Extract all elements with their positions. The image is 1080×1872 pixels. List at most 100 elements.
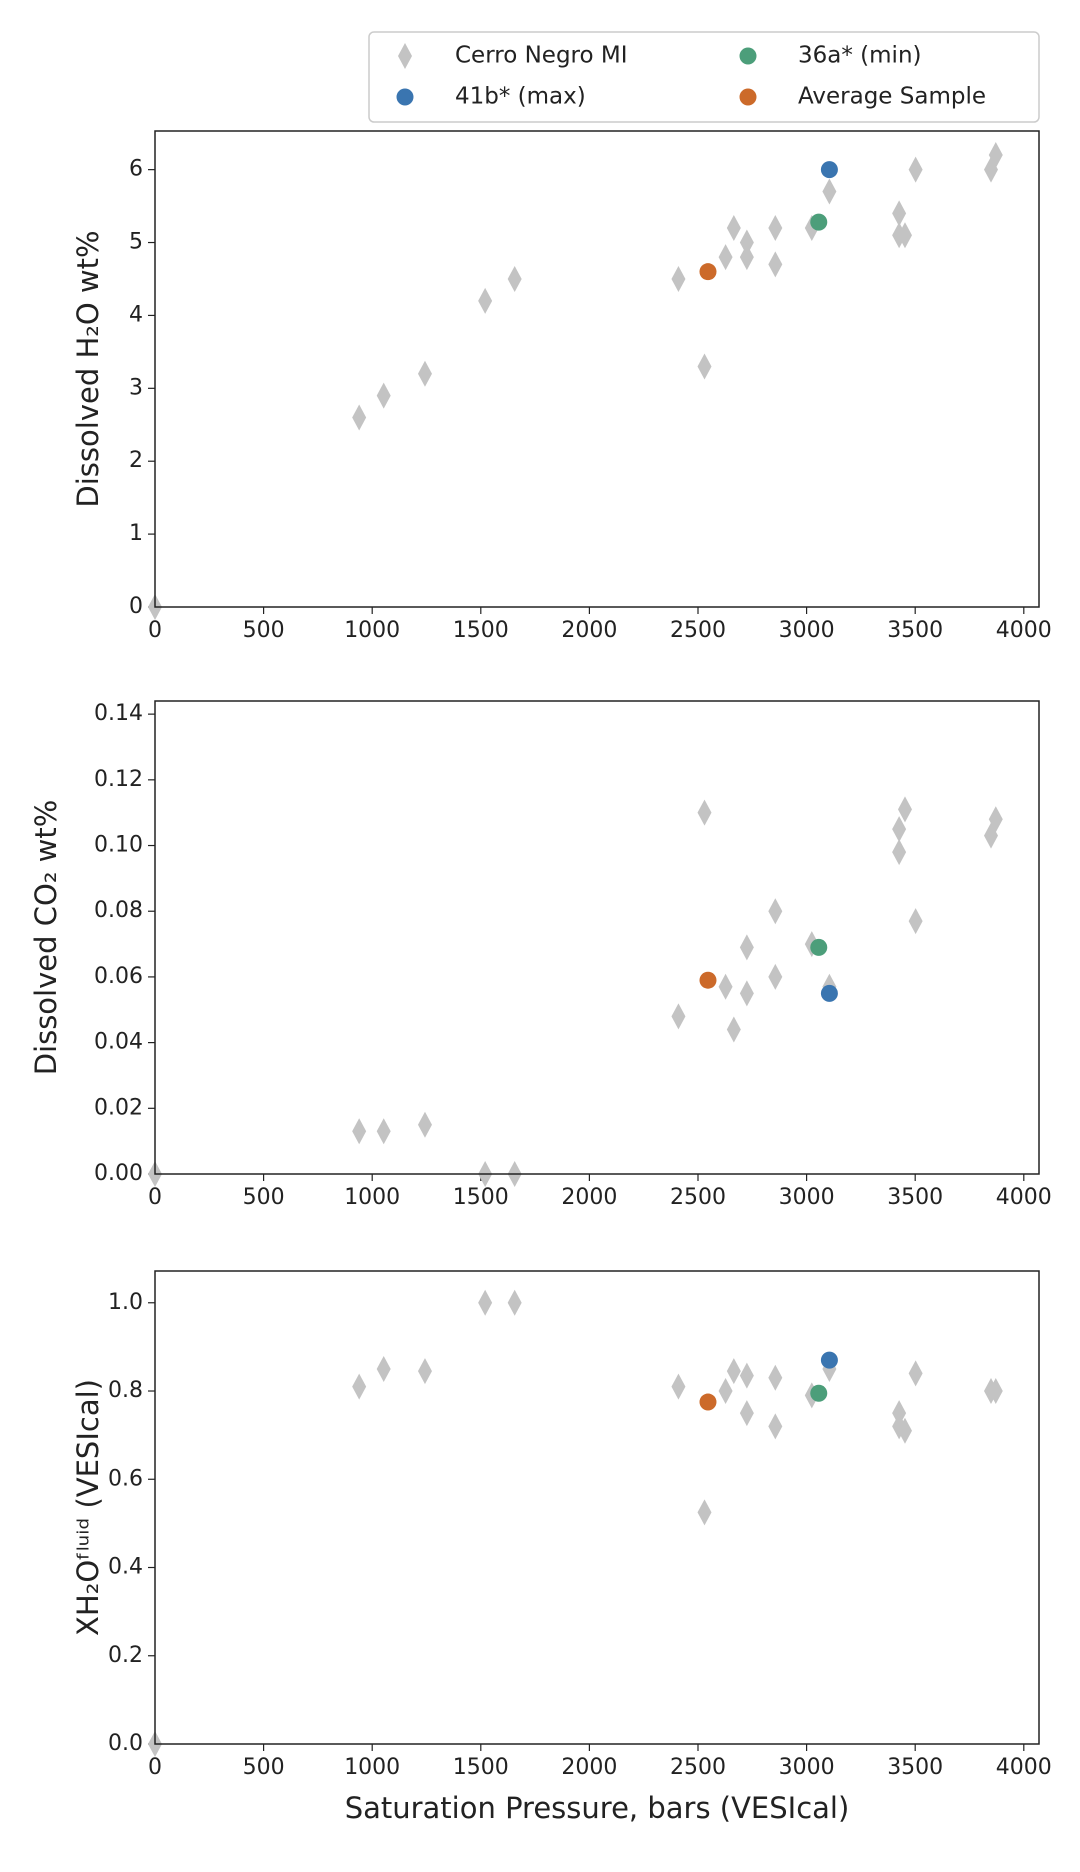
y-axis-label: Dissolved H₂O wt% xyxy=(71,230,105,507)
data-point xyxy=(822,178,837,205)
x-tick-label: 3000 xyxy=(779,1185,835,1210)
x-tick-label: 1000 xyxy=(344,1185,400,1210)
y-tick-label: 0.06 xyxy=(94,964,143,989)
y-tick-label: 3 xyxy=(129,375,143,400)
data-point xyxy=(820,161,838,179)
y-tick-label: 0.08 xyxy=(94,898,143,923)
y-tick-label: 5 xyxy=(129,230,143,255)
data-point xyxy=(810,213,828,231)
data-point xyxy=(892,1400,907,1427)
y-axis-label: Dissolved CO₂ wt% xyxy=(29,800,63,1076)
x-tick-label: 1500 xyxy=(453,1185,509,1210)
y-tick-label: 0.14 xyxy=(94,701,143,726)
data-point xyxy=(739,934,754,961)
x-tick-label: 0 xyxy=(148,618,162,643)
legend-label: 41b* (max) xyxy=(455,84,586,110)
x-tick-label: 2500 xyxy=(670,1185,726,1210)
data-point xyxy=(507,1289,522,1316)
legend-label: Average Sample xyxy=(798,84,986,110)
x-tick-label: 1000 xyxy=(344,1755,400,1780)
x-tick-label: 4000 xyxy=(996,1185,1052,1210)
y-tick-label: 6 xyxy=(129,157,143,182)
data-point xyxy=(417,360,432,387)
data-point xyxy=(376,382,391,409)
x-tick-label: 3500 xyxy=(887,618,943,643)
y-tick-label: 0.12 xyxy=(94,767,143,792)
data-point xyxy=(478,1289,493,1316)
y-tick-label: 0.4 xyxy=(108,1555,143,1580)
data-point xyxy=(768,1364,783,1391)
data-point xyxy=(718,1378,733,1405)
data-point xyxy=(820,984,838,1002)
legend-label: Cerro Negro MI xyxy=(455,43,628,69)
data-point xyxy=(988,1378,1003,1405)
x-tick-label: 500 xyxy=(243,1185,285,1210)
data-point xyxy=(697,1499,712,1526)
data-point xyxy=(739,980,754,1007)
data-point xyxy=(726,1358,741,1385)
data-point xyxy=(768,251,783,278)
legend-marker xyxy=(398,43,412,69)
x-tick-label: 3000 xyxy=(779,1755,835,1780)
legend-marker xyxy=(739,47,757,65)
axes-frame xyxy=(154,130,1040,608)
y-tick-label: 1.0 xyxy=(108,1290,143,1315)
data-point xyxy=(897,796,912,823)
data-point xyxy=(908,1360,923,1387)
y-tick-label: 0.10 xyxy=(94,833,143,858)
data-point xyxy=(376,1118,391,1145)
data-point xyxy=(699,1393,717,1411)
data-point xyxy=(908,908,923,935)
data-point xyxy=(739,1362,754,1389)
legend-label: 36a* (min) xyxy=(798,43,922,69)
data-point xyxy=(699,263,717,281)
data-point xyxy=(478,287,493,314)
y-tick-label: 0 xyxy=(129,594,143,619)
data-point xyxy=(988,142,1003,169)
data-point xyxy=(810,938,828,956)
data-point xyxy=(768,898,783,925)
data-point xyxy=(726,1016,741,1043)
data-point xyxy=(417,1358,432,1385)
legend-marker xyxy=(396,88,414,106)
x-tick-label: 0 xyxy=(148,1185,162,1210)
data-point xyxy=(892,839,907,866)
y-tick-label: 0.6 xyxy=(108,1466,143,1491)
data-point xyxy=(892,200,907,227)
x-tick-label: 1500 xyxy=(453,618,509,643)
x-tick-label: 2000 xyxy=(561,618,617,643)
y-tick-label: 1 xyxy=(129,521,143,546)
x-tick-label: 500 xyxy=(243,618,285,643)
data-point xyxy=(768,214,783,241)
x-tick-label: 2000 xyxy=(561,1755,617,1780)
data-point xyxy=(739,1400,754,1427)
data-point xyxy=(417,1111,432,1138)
data-point xyxy=(739,244,754,271)
x-tick-label: 3000 xyxy=(779,618,835,643)
x-tick-label: 1500 xyxy=(453,1755,509,1780)
axes-frame xyxy=(154,1270,1040,1745)
data-point xyxy=(768,1413,783,1440)
data-point xyxy=(352,1373,367,1400)
data-point xyxy=(376,1355,391,1382)
data-point xyxy=(820,1351,838,1369)
x-axis-label: Saturation Pressure, bars (VESIcal) xyxy=(345,1791,850,1825)
x-tick-label: 1000 xyxy=(344,618,400,643)
y-tick-label: 4 xyxy=(129,302,143,327)
data-point xyxy=(697,353,712,380)
data-point xyxy=(897,222,912,249)
data-point xyxy=(739,229,754,256)
x-tick-label: 500 xyxy=(243,1755,285,1780)
y-tick-label: 0.0 xyxy=(108,1731,143,1756)
data-point xyxy=(726,214,741,241)
legend: Cerro Negro MI 41b* (max) 36a* (min) Averag… xyxy=(455,43,986,110)
x-tick-label: 2500 xyxy=(670,618,726,643)
data-point xyxy=(810,1384,828,1402)
data-point xyxy=(671,1373,686,1400)
data-point xyxy=(718,244,733,271)
y-tick-label: 0.8 xyxy=(108,1378,143,1403)
data-point xyxy=(699,971,717,989)
data-point xyxy=(697,799,712,826)
y-tick-label: 0.02 xyxy=(94,1095,143,1120)
